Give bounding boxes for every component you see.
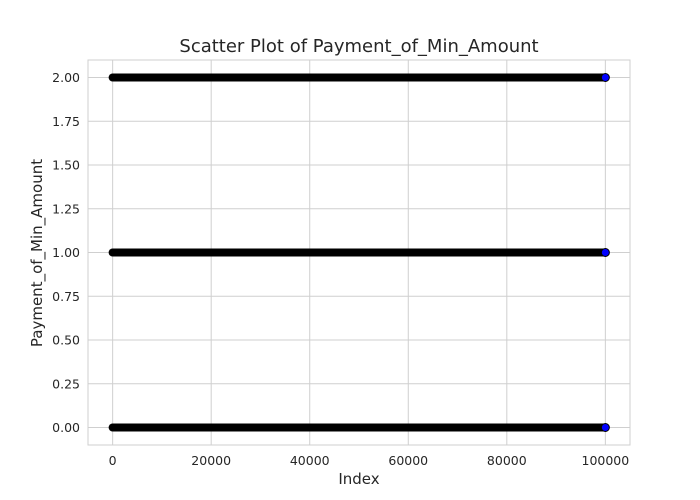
x-tick-label: 100000 [582, 453, 630, 468]
scatter-point-band [108, 423, 610, 432]
x-tick-labels: 0 20000 40000 60000 80000 100000 [109, 453, 630, 468]
y-tick-label: 1.50 [52, 158, 80, 173]
data-points [108, 73, 610, 432]
scatter-band [108, 73, 610, 82]
scatter-point-band [108, 73, 610, 82]
chart-title: Scatter Plot of Payment_of_Min_Amount [179, 36, 538, 57]
scatter-point [600, 423, 610, 432]
x-tick-label: 0 [109, 453, 117, 468]
y-tick-label: 0.00 [52, 420, 80, 435]
y-tick-label: 0.50 [52, 333, 80, 348]
scatter-band [108, 248, 610, 257]
y-tick-labels: 0.00 0.25 0.50 0.75 1.00 1.25 1.50 1.75 2.00 [52, 70, 80, 435]
x-axis-label: Index [338, 470, 379, 488]
scatter-band [108, 423, 610, 432]
y-tick-label: 1.75 [52, 114, 80, 129]
y-tick-label: 1.00 [52, 245, 80, 260]
y-tick-label: 0.25 [52, 376, 80, 391]
scatter-point [600, 248, 610, 257]
y-tick-label: 0.75 [52, 289, 80, 304]
scatter-point [600, 73, 610, 82]
y-tick-label: 1.25 [52, 201, 80, 216]
x-tick-label: 40000 [290, 453, 330, 468]
x-tick-label: 60000 [388, 453, 428, 468]
x-tick-label: 20000 [191, 453, 231, 468]
y-tick-label: 2.00 [52, 70, 80, 85]
y-axis-label: Payment_of_Min_Amount [28, 159, 47, 347]
x-tick-label: 80000 [487, 453, 527, 468]
scatter-point-band [108, 248, 610, 257]
